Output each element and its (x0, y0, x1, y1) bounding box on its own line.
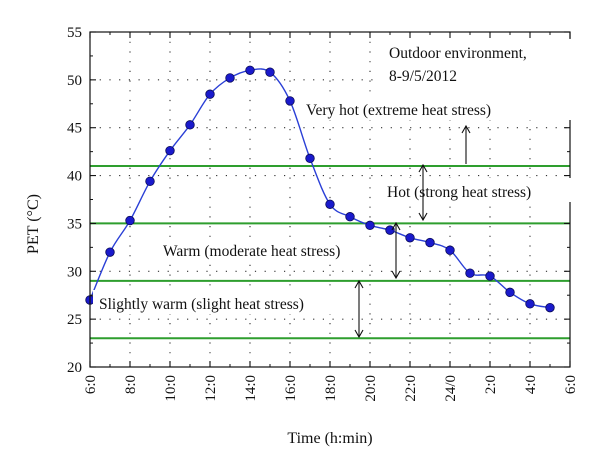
zone-label-very-hot: Very hot (extreme heat stress) (306, 102, 491, 119)
y-tick-label: 20 (67, 360, 82, 376)
data-point (445, 245, 455, 255)
x-tick-label: 4:0 (523, 375, 539, 394)
data-point (485, 271, 495, 281)
y-tick-label: 50 (67, 73, 82, 89)
y-tick-label: 25 (67, 312, 82, 328)
environment-label-line2: 8-9/5/2012 (389, 68, 457, 85)
zone-label-hot: Hot (strong heat stress) (387, 184, 531, 201)
slightly-warm-range-arrow (354, 279, 364, 339)
data-point (425, 237, 435, 248)
y-tick-label: 30 (67, 264, 82, 280)
y-tick-label: 55 (67, 25, 82, 41)
data-point (365, 220, 375, 231)
environment-label-line1: Outdoor environment, (389, 45, 527, 62)
x-axis-ticks: 6:0 8:0 10:0 12:0 14:0 16:0 18:0 20:0 22:0 24/0 2:… (83, 32, 579, 402)
x-tick-label: 6:0 (563, 375, 579, 394)
x-axis-title: Time (h:min) (287, 430, 372, 447)
x-tick-label: 8:0 (123, 375, 139, 394)
x-tick-label: 20:0 (363, 375, 379, 402)
x-tick-label: 14:0 (243, 375, 259, 402)
data-point (185, 120, 195, 130)
very-hot-arrow (461, 124, 471, 164)
warm-range-arrow (391, 221, 401, 280)
data-point (145, 176, 155, 187)
x-tick-label: 18:0 (323, 375, 339, 402)
x-tick-label: 22:0 (403, 375, 419, 402)
zone-label-slightly-warm: Slightly warm (slight heat stress) (99, 296, 304, 313)
hot-range-arrow (418, 163, 428, 222)
data-point (205, 89, 215, 99)
y-axis-title: PET (°C) (25, 194, 42, 254)
x-tick-label: 10:0 (163, 375, 179, 402)
annotations: Outdoor environment, 8-9/5/2012 Very hot… (93, 39, 576, 339)
data-point (505, 287, 515, 298)
threshold-lines (90, 165, 570, 340)
data-point (285, 96, 295, 106)
y-tick-label: 45 (67, 121, 82, 137)
data-point (345, 212, 355, 222)
data-point (325, 199, 335, 209)
data-point (225, 73, 235, 83)
x-tick-label: 12:0 (203, 375, 219, 402)
data-point (245, 65, 255, 75)
data-point (125, 215, 135, 226)
data-point (545, 302, 555, 313)
data-point (305, 153, 315, 164)
data-point (105, 247, 115, 257)
data-point (385, 225, 395, 235)
y-tick-label: 40 (67, 169, 82, 185)
x-tick-label: 2:0 (483, 375, 499, 394)
x-tick-label: 16:0 (283, 375, 299, 402)
data-point (465, 268, 475, 278)
data-point (265, 67, 275, 77)
x-tick-label: 24/0 (443, 375, 459, 402)
y-tick-label: 35 (67, 216, 82, 232)
x-tick-label: 6:0 (83, 375, 99, 394)
data-point (525, 299, 535, 309)
zone-label-warm: Warm (moderate heat stress) (163, 243, 340, 260)
data-point (405, 233, 415, 243)
data-point (165, 145, 175, 156)
